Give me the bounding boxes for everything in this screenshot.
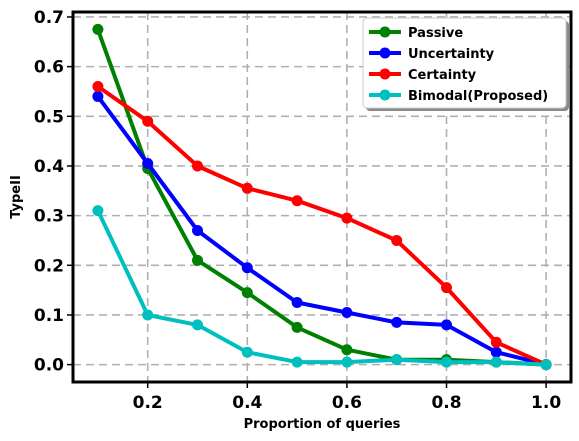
- x-tick-label: 0.8: [431, 393, 461, 413]
- legend-label-passive: Passive: [408, 26, 463, 41]
- x-tick-label: 1.0: [531, 393, 561, 413]
- series-line-uncertainty: [96, 95, 547, 367]
- data-point-uncertainty: [241, 262, 253, 274]
- ticks: 0.2 0.4 0.6 0.8 1.0 0.0 0.1 0.2 0.3 0.4 0.5 0.6 0.7: [34, 8, 561, 413]
- data-point-certainty: [490, 336, 502, 348]
- data-point-bimodal-proposed: [291, 356, 303, 368]
- data-point-passive: [291, 321, 303, 333]
- plot-frame: [71, 10, 573, 384]
- legend-label-certainty: Certainty: [408, 68, 477, 83]
- y-tick-label: 0.2: [34, 256, 64, 276]
- data-point-uncertainty: [192, 225, 203, 237]
- series-certainty: [92, 80, 552, 371]
- legend: Passive Uncertainty Certainty Bimodal(Propo…: [362, 17, 569, 111]
- data-point-certainty: [291, 195, 303, 207]
- data-point-certainty: [441, 282, 452, 294]
- data-point-passive: [92, 23, 104, 35]
- legend-label-uncertainty: Uncertainty: [408, 47, 495, 62]
- data-point-uncertainty: [391, 316, 403, 328]
- series-line-certainty: [96, 84, 547, 367]
- data-point-uncertainty: [441, 319, 452, 331]
- legend-marker-bimodal-proposed: [379, 89, 391, 101]
- data-point-bimodal-proposed: [92, 205, 104, 217]
- y-tick-label: 0.5: [34, 107, 64, 127]
- x-tick-label: 0.6: [332, 393, 362, 413]
- data-point-bimodal-proposed: [341, 356, 353, 368]
- data-point-bimodal-proposed: [391, 354, 403, 366]
- y-tick-label: 0.6: [34, 58, 64, 78]
- legend-box: [362, 17, 567, 109]
- series-line-bimodal-proposed: [96, 209, 547, 367]
- data-point-bimodal-proposed: [192, 319, 203, 331]
- data-point-passive: [241, 287, 253, 299]
- y-tick-label: 0.4: [34, 157, 64, 177]
- x-tick-label: 0.4: [232, 393, 262, 413]
- legend-marker-certainty: [379, 68, 391, 80]
- data-point-certainty: [192, 160, 203, 172]
- data-point-certainty: [241, 182, 253, 194]
- data-point-bimodal-proposed: [241, 346, 253, 358]
- y-tick-label: 0.1: [34, 306, 64, 326]
- x-tick-label: 0.2: [133, 393, 163, 413]
- series-bimodal-proposed: [92, 205, 552, 371]
- data-point-uncertainty: [92, 90, 104, 102]
- y-axis-label: TypeII: [9, 175, 24, 219]
- data-point-certainty: [92, 80, 104, 92]
- data-point-certainty: [142, 115, 154, 127]
- data-point-uncertainty: [490, 346, 502, 358]
- y-tick-label: 0.3: [34, 207, 64, 227]
- data-point-bimodal-proposed: [540, 359, 552, 371]
- data-point-bimodal-proposed: [441, 356, 452, 368]
- legend-label-bimodal-proposed: Bimodal(Proposed): [408, 89, 548, 104]
- x-axis-label: Proportion of queries: [244, 417, 401, 432]
- data-point-passive: [192, 254, 203, 266]
- data-point-bimodal-proposed: [142, 309, 154, 321]
- legend-marker-passive: [379, 26, 391, 38]
- data-point-certainty: [341, 212, 353, 224]
- series-layer: [92, 23, 552, 371]
- data-point-certainty: [391, 234, 403, 246]
- data-point-bimodal-proposed: [490, 356, 502, 368]
- data-point-passive: [341, 344, 353, 356]
- y-tick-label: 0.0: [34, 356, 64, 376]
- data-point-uncertainty: [341, 306, 353, 318]
- y-tick-label: 0.7: [34, 8, 64, 28]
- data-point-uncertainty: [291, 297, 303, 309]
- data-point-uncertainty: [142, 157, 154, 169]
- legend-marker-uncertainty: [379, 47, 391, 59]
